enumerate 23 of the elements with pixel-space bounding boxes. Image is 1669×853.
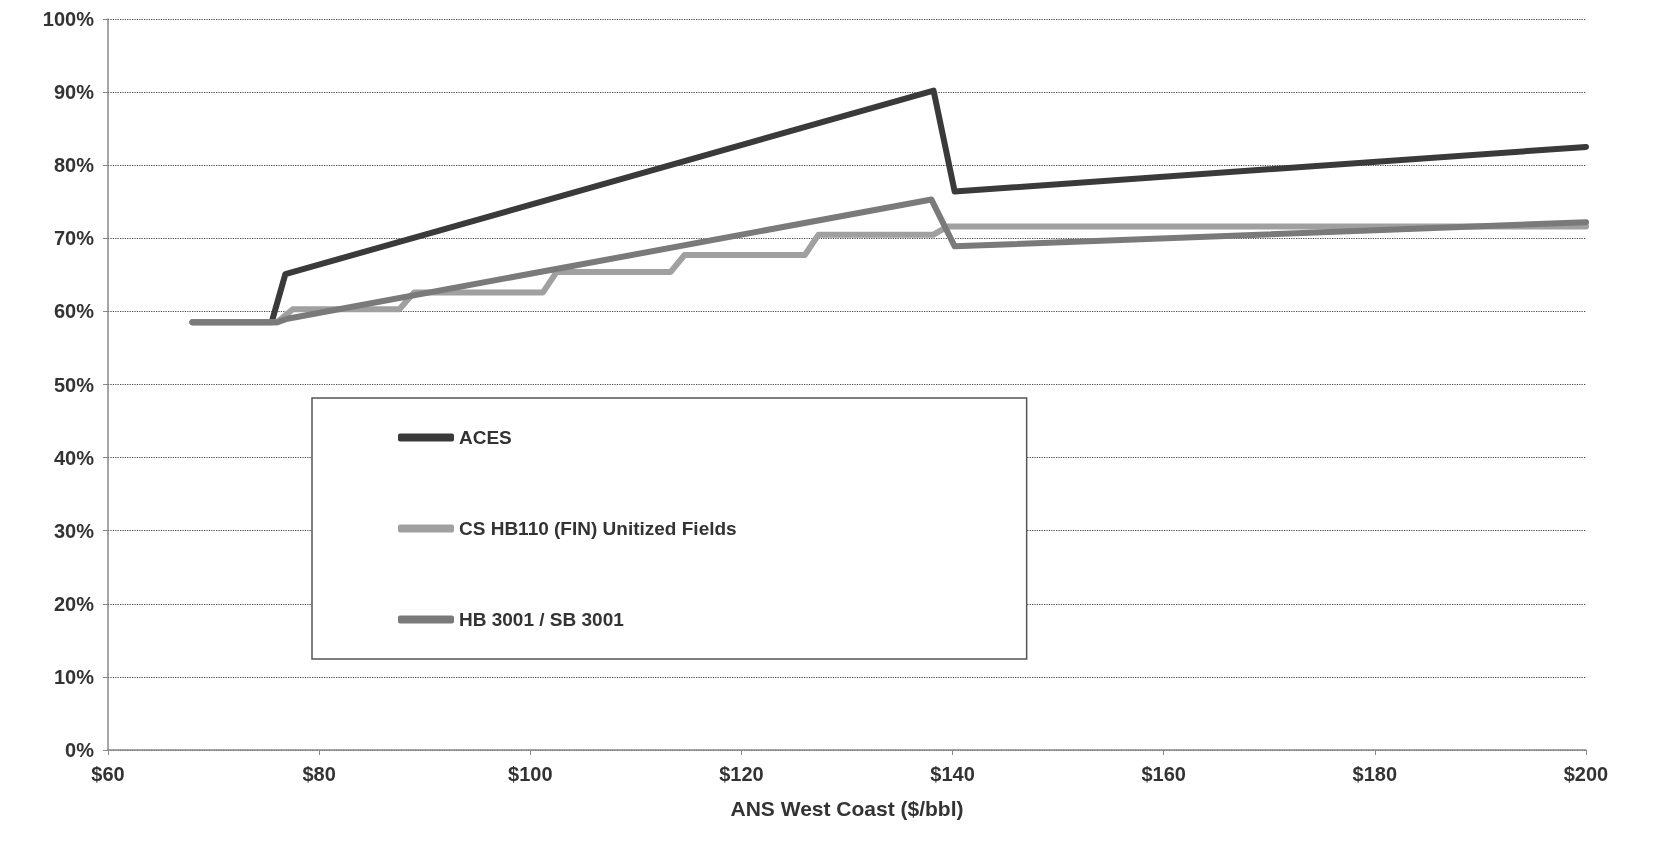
legend-label: HB 3001 / SB 3001 [459, 609, 625, 630]
y-tick-label: 70% [53, 227, 95, 250]
y-tick-label: 30% [53, 519, 95, 542]
x-tick-label: $200 [1563, 763, 1609, 785]
y-tick-label: 50% [53, 373, 95, 396]
y-tick-label: 60% [53, 300, 95, 323]
y-tick-label: 80% [53, 154, 95, 177]
y-tick-label: 0% [65, 739, 95, 761]
x-tick-label: $80 [302, 763, 336, 785]
y-tick-label: 90% [53, 81, 95, 104]
x-tick-label: $180 [1352, 763, 1398, 785]
y-tick-label: 10% [53, 665, 95, 688]
x-tick-label: $140 [930, 763, 975, 785]
y-tick-label: 100% [42, 8, 95, 30]
x-axis-title: ANS West Coast ($/bbl) [730, 797, 964, 820]
x-tick-label: $120 [719, 763, 764, 785]
legend-label: CS HB110 (FIN) Unitized Fields [459, 518, 737, 539]
x-tick-label: $60 [91, 763, 125, 785]
legend-label: ACES [459, 427, 512, 448]
x-tick-label: $100 [508, 763, 553, 785]
y-tick-label: 20% [53, 592, 95, 615]
x-tick-label: $160 [1141, 763, 1186, 785]
y-tick-label: 40% [53, 446, 95, 469]
